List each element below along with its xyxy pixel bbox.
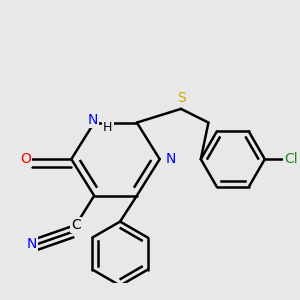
Text: N: N — [26, 237, 37, 251]
Text: N: N — [88, 112, 98, 127]
Text: S: S — [177, 91, 185, 105]
Text: N: N — [165, 152, 176, 166]
Text: Cl: Cl — [284, 152, 298, 166]
Text: C: C — [71, 218, 81, 232]
Text: H: H — [103, 121, 112, 134]
Text: O: O — [20, 152, 31, 166]
